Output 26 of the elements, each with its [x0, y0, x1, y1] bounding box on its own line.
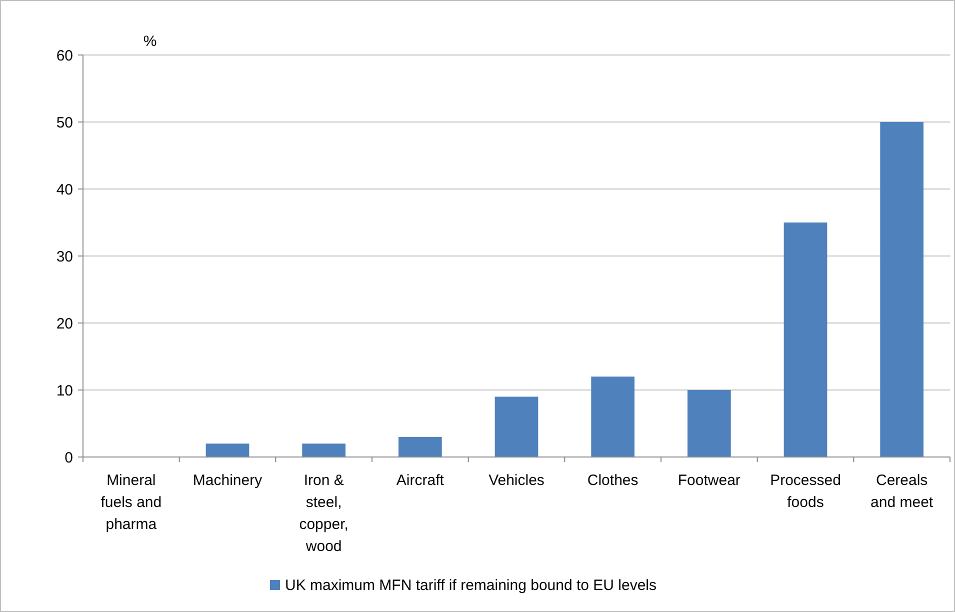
- x-tick-label: Cereals and meet: [870, 472, 934, 511]
- bar: [880, 122, 924, 457]
- x-tick-label: Clothes: [587, 472, 638, 489]
- x-tick-label: Aircraft: [396, 472, 445, 489]
- x-tick-label: Mineral fuels and pharma: [100, 472, 162, 533]
- bar: [302, 444, 346, 457]
- bar: [206, 444, 250, 457]
- y-tick-label: 30: [56, 248, 73, 266]
- y-tick-label: 0: [64, 449, 73, 466]
- x-tick-label: Machinery: [192, 472, 263, 489]
- bar: [784, 222, 828, 457]
- y-tick-label: 10: [56, 382, 73, 400]
- y-tick-label: 60: [56, 47, 73, 64]
- y-tick-label: 40: [56, 181, 73, 198]
- x-tick-label: Iron & steel, copper, wood: [299, 472, 348, 555]
- y-axis-title: %: [143, 33, 157, 50]
- y-tick-label: 20: [56, 315, 73, 332]
- y-tick-label: 50: [56, 114, 73, 132]
- bar: [591, 376, 635, 457]
- legend-label: UK maximum MFN tariff if remaining bound to EU levels: [285, 577, 657, 594]
- bar: [398, 436, 442, 457]
- x-tick-label: Processed foods: [770, 472, 841, 511]
- bar: [494, 396, 538, 457]
- bar: [687, 390, 731, 457]
- x-tick-label: Footwear: [678, 472, 740, 489]
- x-tick-label: Vehicles: [488, 472, 544, 489]
